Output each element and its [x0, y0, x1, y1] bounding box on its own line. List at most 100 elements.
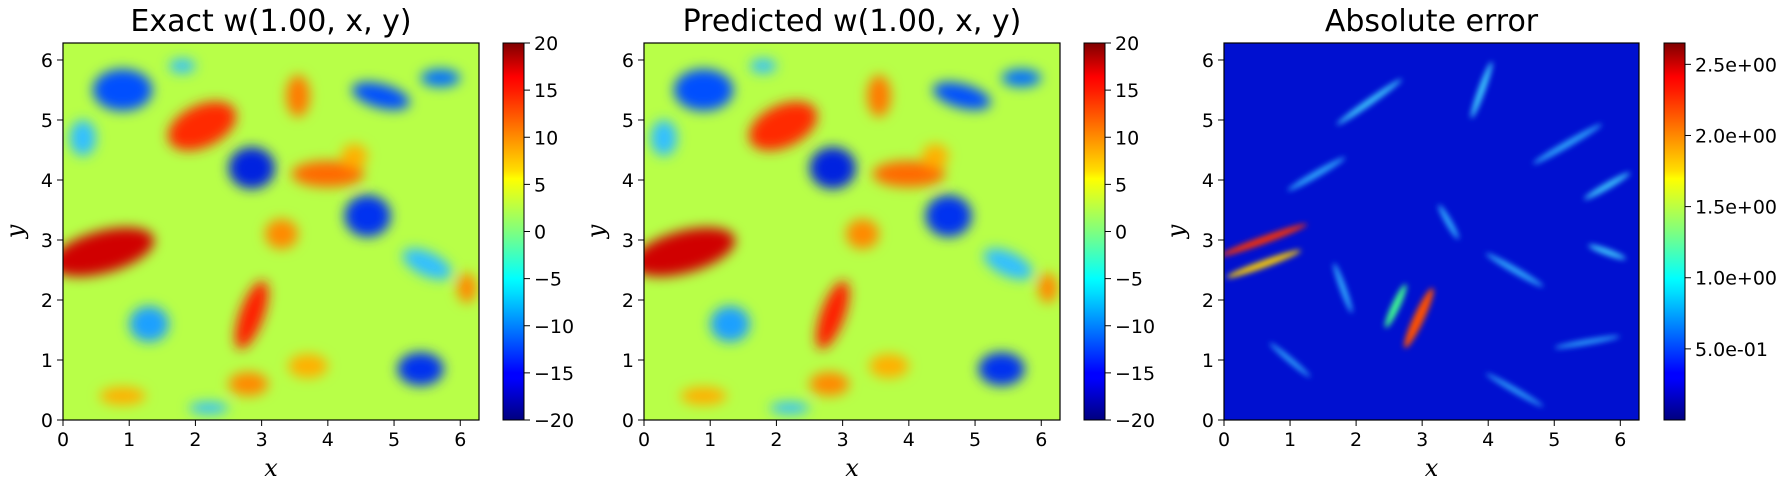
heatmap-feature: [228, 371, 269, 396]
heatmap-feature: [650, 119, 678, 156]
heatmap-feature: [922, 143, 949, 168]
colorbar-tick-label: −10: [1115, 316, 1155, 338]
x-tick-label: 5: [1548, 429, 1560, 451]
y-tick-label: 4: [1202, 170, 1214, 192]
colorbar-tick-label: 5: [534, 174, 546, 196]
heatmap-features: [644, 58, 1058, 414]
colorbar-tick-label: −10: [534, 316, 574, 338]
y-tick-label: 3: [622, 230, 634, 252]
heatmap-feature: [1588, 244, 1626, 260]
heatmap-feature: [1584, 172, 1631, 200]
heatmap-field: [644, 43, 1060, 420]
colorbar-gradient: [1083, 42, 1106, 421]
x-tick-label: 3: [1416, 429, 1428, 451]
heatmap-features: [63, 58, 477, 414]
panel-3: Absolute error 0 1 2 3 4 5 6 0 1 2 3 4 5 6 x y 5.0e-01 1.0…: [1162, 4, 1777, 482]
x-tick-label: 0: [1218, 429, 1230, 451]
y-tick-label: 6: [41, 50, 53, 72]
plot-frame: [1223, 42, 1640, 421]
y-tick-label: 4: [622, 170, 634, 192]
y-tick-label: 4: [41, 170, 53, 192]
heatmap-feature: [1404, 288, 1434, 348]
x-tick-label: 5: [388, 429, 400, 451]
y-tick-label: 2: [622, 290, 634, 312]
x-tick-label: 5: [969, 429, 981, 451]
colorbar-gradient: [502, 42, 525, 421]
plot-frame: [62, 42, 480, 421]
y-tick-label: 6: [1202, 50, 1214, 72]
heatmap-feature: [872, 160, 946, 188]
x-tick-label: 6: [1035, 429, 1047, 451]
x-tick-label: 2: [770, 429, 782, 451]
heatmap-feature: [288, 353, 328, 378]
heatmap-feature: [1224, 223, 1308, 257]
x-axis-label: x: [264, 454, 278, 482]
heatmap-field: [1224, 43, 1639, 420]
colorbar-tick-label: 10: [1115, 127, 1139, 149]
heatmap-feature: [1226, 250, 1301, 278]
heatmap-feature: [99, 386, 146, 405]
colorbar: −20 −15 −10 −5 0 5 10 15 20: [1083, 33, 1155, 432]
heatmap-feature: [1001, 68, 1042, 87]
heatmap-feature: [69, 119, 97, 156]
x-tick-label: 4: [1482, 429, 1494, 451]
y-axis-label: y: [582, 224, 610, 239]
heatmap-feature: [1533, 124, 1602, 164]
x-tick-label: 1: [704, 429, 716, 451]
heatmap-feature: [456, 272, 477, 303]
colorbar-tick-label: 15: [1115, 80, 1139, 102]
heatmap-feature: [341, 143, 368, 168]
y-tick-label: 0: [622, 410, 634, 432]
heatmap-feature: [1037, 272, 1058, 303]
heatmap-feature: [1554, 335, 1620, 349]
heatmap-feature: [1438, 204, 1459, 240]
x-tick-label: 0: [57, 429, 69, 451]
heatmap-feature: [420, 68, 461, 87]
plot-frame: [643, 42, 1061, 421]
heatmap-feature: [748, 101, 818, 151]
heatmap-feature: [228, 146, 275, 189]
heatmap-feature: [845, 218, 880, 249]
y-tick-label: 0: [41, 410, 53, 432]
heatmap-feature: [1333, 263, 1353, 313]
panel-1: Exact w(1.00, x, y) 0 1 2 3 4 5 6 0 1 2 3 4 5 6 x y −20 −1…: [1, 4, 574, 482]
colorbar-tick-label: 0: [534, 222, 546, 244]
heatmap-feature: [264, 218, 299, 249]
heatmap-feature: [1287, 157, 1346, 191]
heatmap-feature: [925, 194, 972, 237]
colorbar-tick-label: 1.5e+00: [1695, 197, 1777, 219]
y-axis-label: y: [1, 224, 29, 239]
y-tick-label: 2: [1202, 290, 1214, 312]
x-tick-label: 4: [903, 429, 915, 451]
colorbar-tick-label: −15: [1115, 363, 1155, 385]
x-tick-label: 3: [837, 429, 849, 451]
heatmap-field: [63, 43, 479, 420]
heatmap-feature: [188, 401, 229, 414]
x-tick-label: 4: [322, 429, 334, 451]
y-tick-label: 2: [41, 290, 53, 312]
heatmap-feature: [710, 305, 750, 342]
y-tick-label: 1: [1202, 350, 1214, 372]
heatmap-feature: [869, 353, 909, 378]
heatmap-feature: [168, 58, 196, 74]
x-tick-label: 2: [189, 429, 201, 451]
colorbar-tick-label: 5: [1115, 174, 1127, 196]
colorbar-tick-label: −20: [534, 410, 574, 432]
heatmap-feature: [1470, 61, 1493, 119]
heatmap-feature: [816, 280, 850, 350]
chart-title: Absolute error: [1325, 4, 1539, 39]
heatmap-feature: [978, 352, 1025, 386]
heatmap-feature: [932, 82, 991, 110]
x-tick-label: 2: [1350, 429, 1362, 451]
colorbar-tick-label: 5.0e-01: [1695, 339, 1768, 361]
heatmap-feature: [1485, 253, 1544, 287]
y-tick-label: 5: [41, 110, 53, 132]
heatmap-feature: [1485, 373, 1544, 407]
heatmap-feature: [402, 248, 452, 280]
colorbar-tick-label: −20: [1115, 410, 1155, 432]
y-tick-label: 1: [41, 350, 53, 372]
heatmap-feature: [235, 280, 269, 350]
chart-title: Exact w(1.00, x, y): [130, 4, 411, 39]
colorbar-tick-label: 15: [534, 80, 558, 102]
